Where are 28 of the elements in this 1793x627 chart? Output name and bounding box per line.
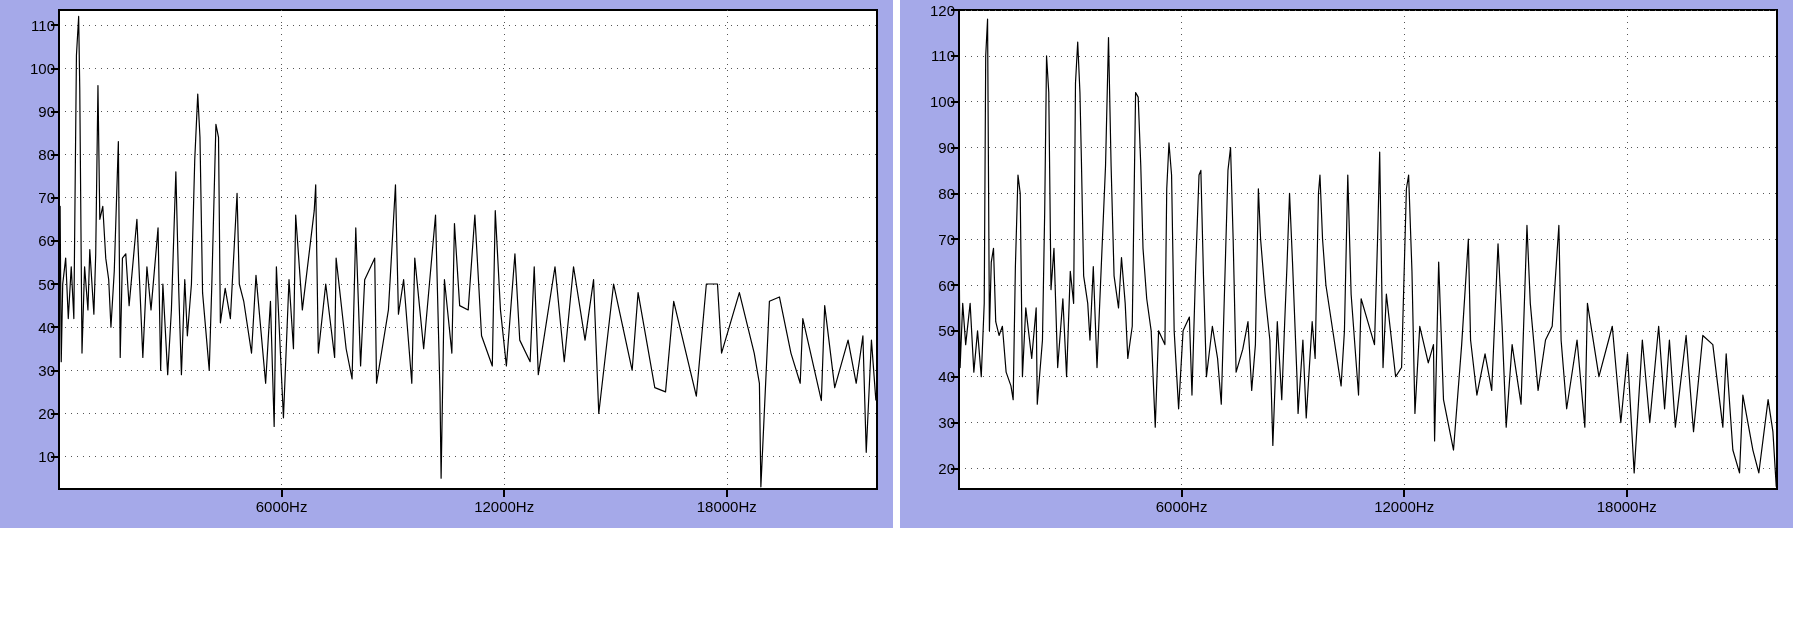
- y-tick-label: 40: [938, 368, 955, 386]
- y-tick-label: 110: [31, 16, 55, 34]
- x-tick-label: 18000Hz: [1596, 498, 1657, 515]
- y-tick-label: 70: [938, 230, 955, 248]
- y-tick-label: 50: [938, 322, 955, 340]
- y-tick-label: 20: [938, 459, 955, 477]
- y-tick-label: 120: [929, 1, 955, 19]
- y-tick-label: 60: [938, 276, 955, 294]
- y-tick-label: 80: [938, 184, 955, 202]
- y-tick-label: 50: [38, 275, 55, 293]
- x-tick-label: 12000Hz: [474, 498, 535, 515]
- y-tick-label: 100: [29, 59, 55, 77]
- y-tick-label: 40: [38, 318, 55, 336]
- x-tick-label: 6000Hz: [255, 498, 308, 515]
- y-tick-label: 10: [38, 448, 55, 466]
- y-tick-label: 80: [38, 146, 55, 164]
- x-tick-label: 12000Hz: [1374, 498, 1435, 515]
- y-tick-label: 110: [931, 47, 955, 65]
- y-tick-label: 90: [938, 139, 955, 157]
- y-tick-label: 20: [38, 404, 55, 422]
- y-tick-label: 30: [38, 361, 55, 379]
- y-tick-label: 30: [938, 414, 955, 432]
- y-tick-label: 90: [38, 102, 55, 120]
- y-tick-label: 70: [38, 189, 55, 207]
- y-tick-label: 100: [929, 93, 955, 111]
- y-tick-label: 60: [38, 232, 55, 250]
- x-tick-label: 6000Hz: [1155, 498, 1208, 515]
- x-tick-label: 18000Hz: [696, 498, 757, 515]
